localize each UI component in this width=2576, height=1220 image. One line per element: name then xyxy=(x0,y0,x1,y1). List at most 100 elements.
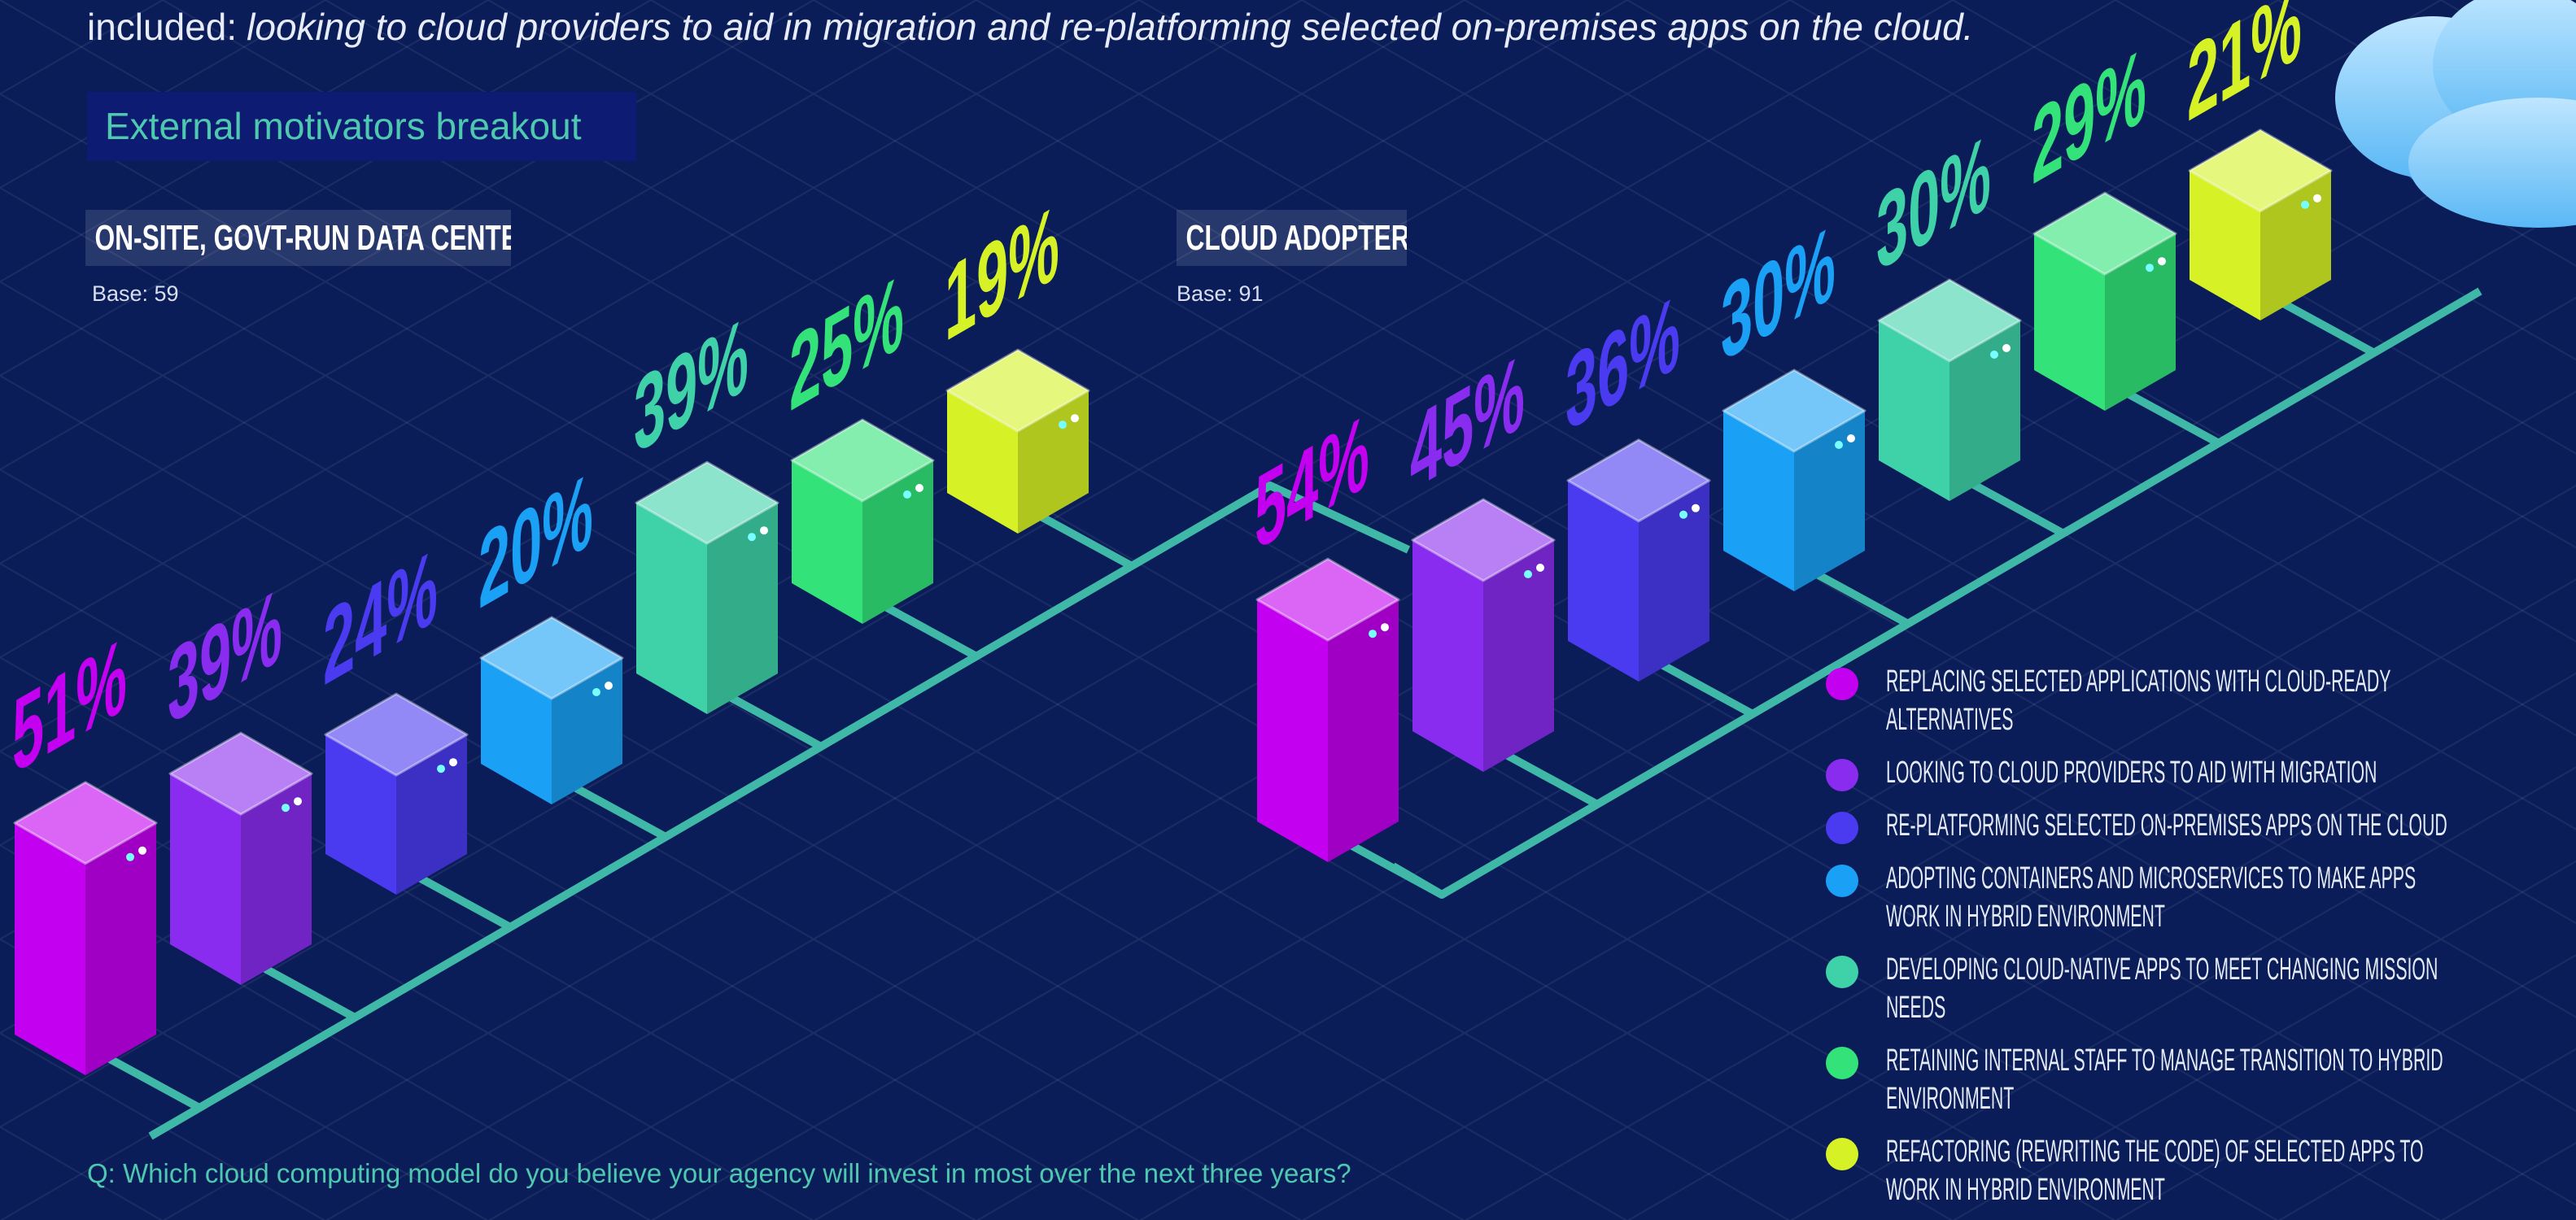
bar-led xyxy=(2002,344,2011,352)
bar-top xyxy=(324,692,469,777)
bar-top xyxy=(790,418,935,503)
bar-shade xyxy=(396,734,467,895)
bar xyxy=(635,460,779,714)
bar-led xyxy=(605,682,613,690)
bar-shade xyxy=(1018,390,1089,534)
bar-led xyxy=(1990,351,1998,359)
bar-top-light xyxy=(1257,559,1399,641)
bar-right-face xyxy=(707,503,778,714)
bar-led xyxy=(437,765,445,773)
bar xyxy=(790,418,935,624)
bar-led xyxy=(1536,564,1544,572)
bar xyxy=(479,616,624,804)
legend-item: RE-PLATFORMING SELECTED ON-PREMISES APPS… xyxy=(1826,807,2576,845)
bar-shade xyxy=(2105,233,2176,411)
breakout-button[interactable]: External motivators breakout xyxy=(87,92,636,161)
pipe-branch xyxy=(2127,390,2221,447)
bar-top-light xyxy=(792,420,933,501)
legend-label: REFACTORING (REWRITING THE CODE) OF SELE… xyxy=(1886,1135,2424,1207)
pipe-branch xyxy=(2282,300,2377,357)
pipe-main xyxy=(148,481,1411,1140)
legend-label: RETAINING INTERNAL STAFF TO MANAGE TRANS… xyxy=(1886,1044,2443,1116)
question: Q: Which cloud computing model do you be… xyxy=(87,1158,1351,1188)
bar-top xyxy=(1877,278,2022,363)
bar-right-face xyxy=(2260,170,2331,320)
pipe-branch xyxy=(418,874,513,931)
bar-led xyxy=(1059,420,1067,429)
bar-shade xyxy=(552,658,622,804)
bar-top xyxy=(168,731,313,816)
bar-right-face xyxy=(552,658,622,804)
bar-led xyxy=(2313,194,2321,203)
intro-lead: included: xyxy=(87,6,238,48)
pipe-branch xyxy=(1505,752,1600,808)
bar-top-light xyxy=(325,694,467,776)
pipe-branch xyxy=(263,965,357,1022)
bar xyxy=(1566,438,1711,682)
bar-led xyxy=(2146,264,2154,272)
bar-top-light xyxy=(481,617,622,699)
cloud-icon xyxy=(2335,0,2576,228)
bar-top xyxy=(13,781,158,865)
bar-top xyxy=(2032,191,2177,276)
bar-led xyxy=(294,797,302,806)
pipes xyxy=(107,287,2482,1140)
bar-led xyxy=(2158,257,2166,266)
bar-led xyxy=(1071,414,1079,423)
bar-led xyxy=(915,484,923,492)
bar-left-face xyxy=(947,390,1018,534)
bar-top xyxy=(1411,498,1556,582)
legend-item: DEVELOPING CLOUD-NATIVE APPS TO MEET CHA… xyxy=(1826,951,2576,1027)
bar-top-light xyxy=(15,782,156,864)
bar-right-face xyxy=(2105,233,2176,411)
pipe-branch xyxy=(1040,513,1134,570)
bar xyxy=(168,731,313,985)
bar-left-face xyxy=(1568,480,1639,682)
bar-led xyxy=(760,526,768,535)
legend-label: DEVELOPING CLOUD-NATIVE APPS TO MEET CHA… xyxy=(1886,952,2438,1025)
bar-right-face xyxy=(1639,480,1709,682)
bar-top xyxy=(1255,557,1400,642)
bar-top xyxy=(1722,368,1867,453)
bar-led xyxy=(1369,630,1377,638)
legend-dot xyxy=(1826,1138,1858,1170)
bar-led xyxy=(748,533,756,542)
intro-text: included: looking to cloud providers to a… xyxy=(87,5,1973,49)
bar-top xyxy=(1566,438,1711,523)
bar-left-face xyxy=(170,773,241,985)
bar-led xyxy=(1679,510,1687,519)
bar-left-face xyxy=(792,460,862,624)
bar-right-face xyxy=(1949,320,2020,501)
bar-shade xyxy=(1328,599,1399,862)
legend-label: LOOKING TO CLOUD PROVIDERS TO AID WITH M… xyxy=(1886,756,2377,790)
intro-emphasis: looking to cloud providers to aid in mig… xyxy=(247,6,1974,48)
bar-left-face xyxy=(481,658,552,804)
bar-top-light xyxy=(947,350,1089,432)
legend-dot xyxy=(1826,812,1858,844)
bar-top xyxy=(479,616,624,700)
bar-led xyxy=(1524,570,1532,578)
bar-right-face xyxy=(1483,540,1554,772)
bar-led xyxy=(449,758,457,767)
bar-top-light xyxy=(636,462,778,544)
bar-top-light xyxy=(1412,499,1554,581)
bar-left-face xyxy=(1257,599,1328,862)
bar-shade xyxy=(2260,170,2331,320)
bar xyxy=(2188,129,2333,320)
bar-top-light xyxy=(1723,370,1865,451)
bar-top-light xyxy=(2034,193,2176,275)
bar-shade xyxy=(241,773,312,985)
chart-title-box: CLOUD ADOPTERS xyxy=(1177,210,1407,266)
bar-right-face xyxy=(396,734,467,895)
bar-top-light xyxy=(1568,439,1709,521)
bar-shade xyxy=(1949,320,2020,501)
legend-dot xyxy=(1826,956,1858,988)
chart-title: CLOUD ADOPTERS xyxy=(1185,218,1407,258)
legend-item: REPLACING SELECTED APPLICATIONS WITH CLO… xyxy=(1826,663,2576,739)
bar-left-face xyxy=(2034,233,2105,411)
pipe-branch xyxy=(574,784,668,841)
bar-top-light xyxy=(1879,280,2020,361)
legend-item: LOOKING TO CLOUD PROVIDERS TO AID WITH M… xyxy=(1826,754,2576,792)
bar xyxy=(1722,368,1867,591)
